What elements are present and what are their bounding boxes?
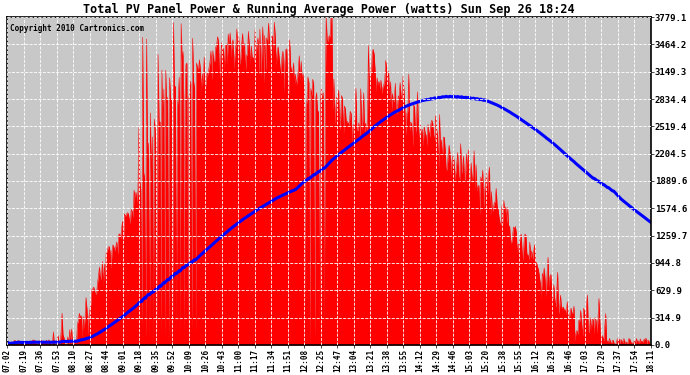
Title: Total PV Panel Power & Running Average Power (watts) Sun Sep 26 18:24: Total PV Panel Power & Running Average P… <box>83 3 575 16</box>
Text: Copyright 2010 Cartronics.com: Copyright 2010 Cartronics.com <box>10 24 145 33</box>
